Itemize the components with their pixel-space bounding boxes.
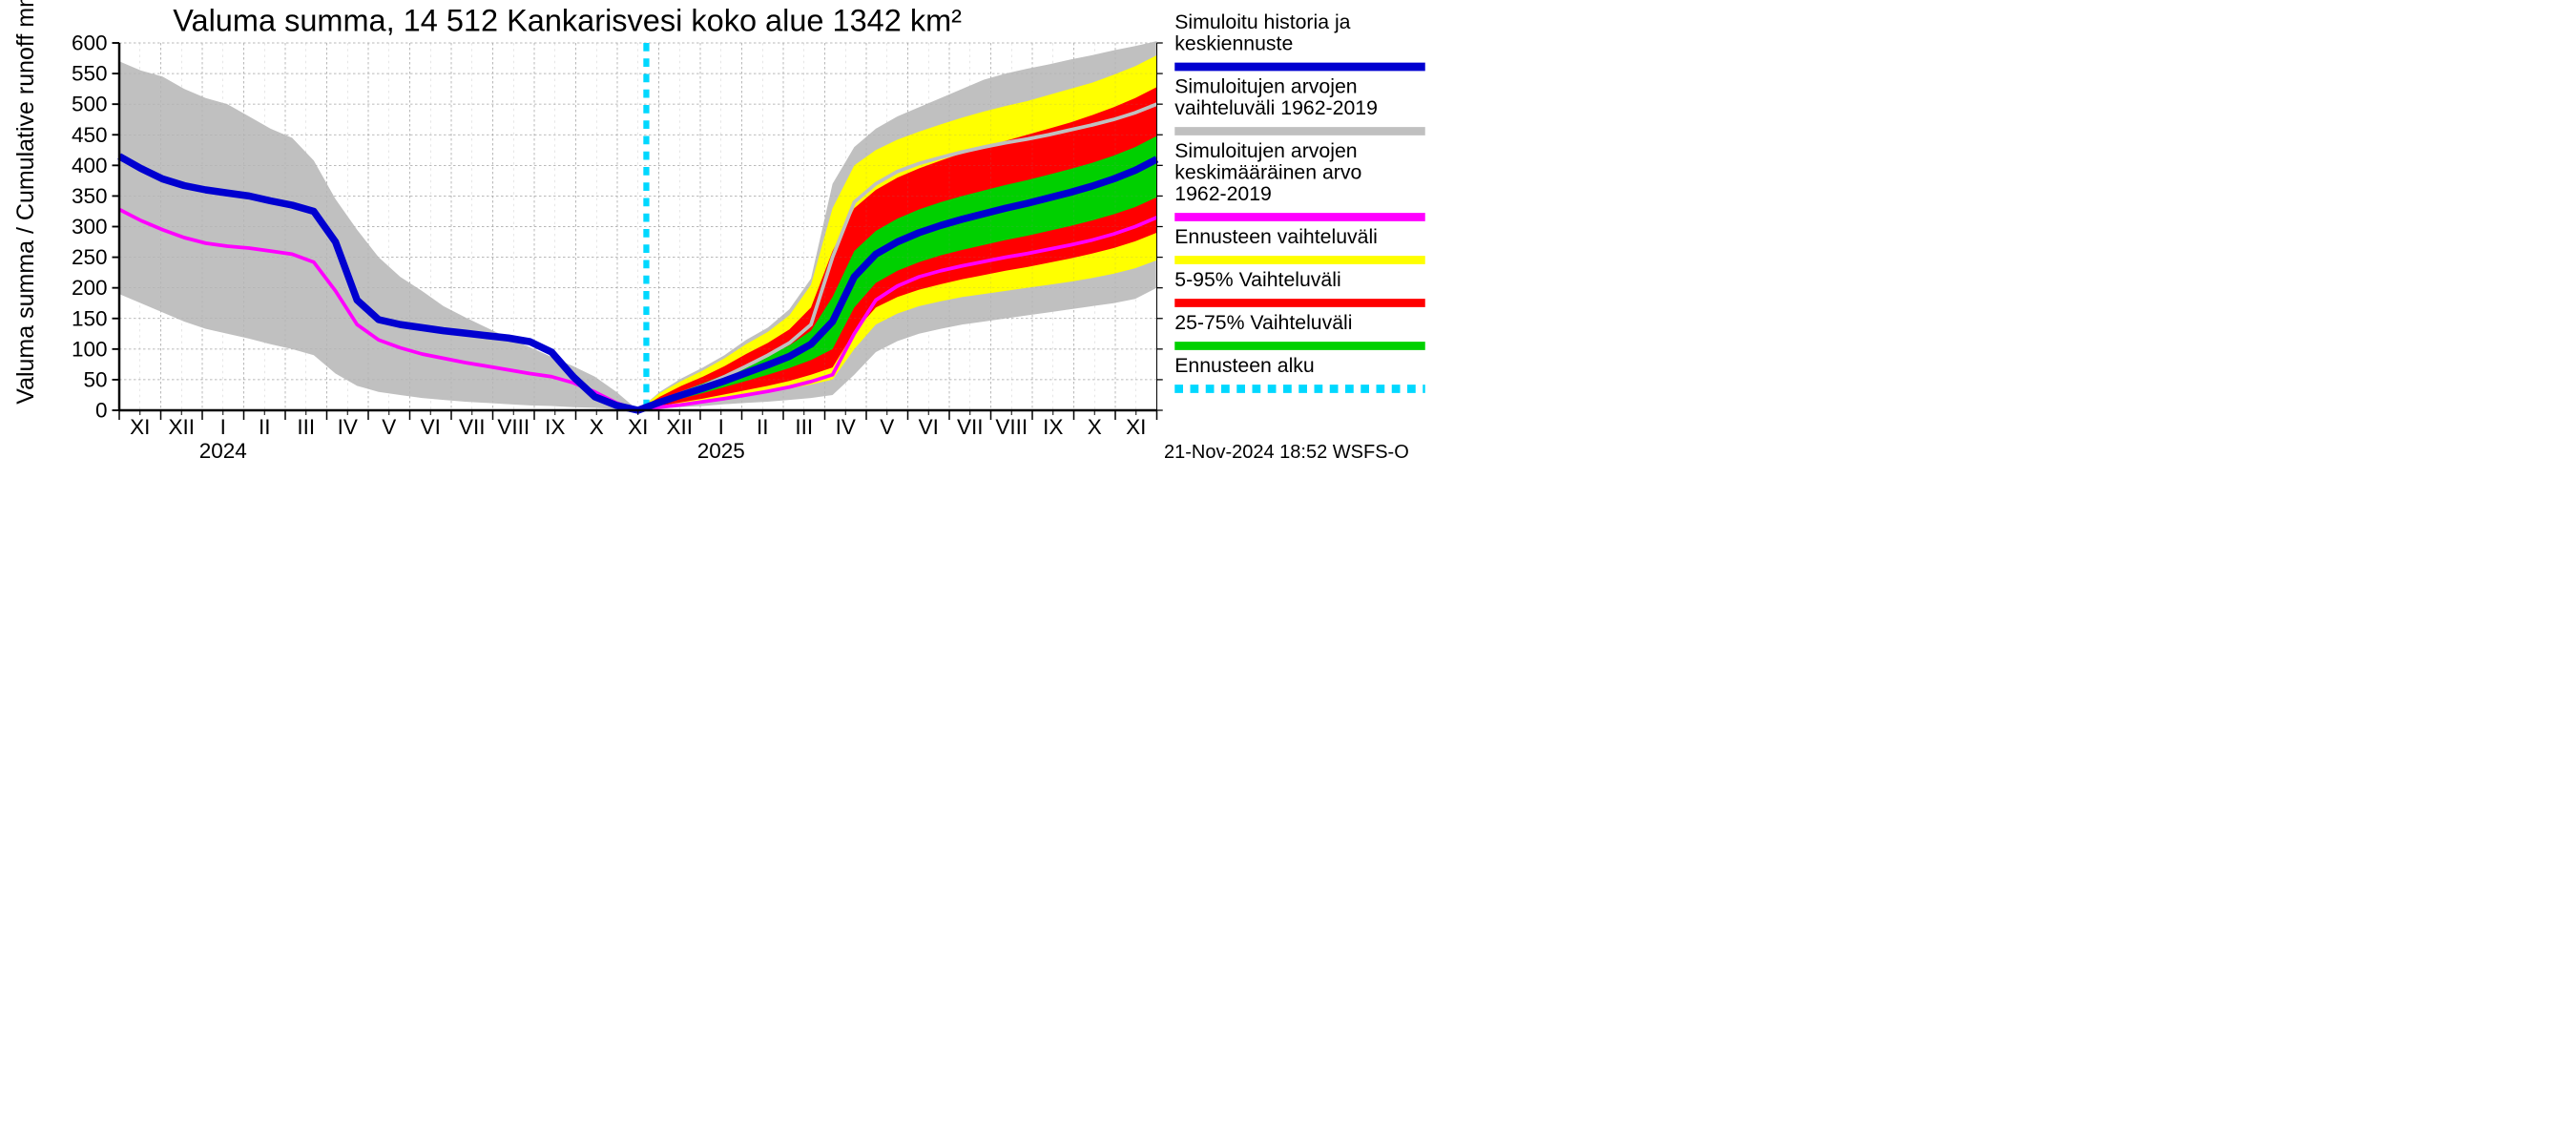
y-tick-label: 600 [72,31,108,55]
legend-label: Simuloitujen arvojen [1174,139,1357,162]
legend-label: keskimääräinen arvo [1174,161,1361,184]
x-month-label: XII [168,415,195,439]
y-tick-label: 350 [72,184,108,208]
y-tick-label: 400 [72,154,108,177]
x-month-label: VII [459,415,486,439]
x-month-label: I [718,415,724,439]
y-tick-label: 100 [72,337,108,361]
y-tick-label: 0 [95,399,108,423]
x-month-label: X [1088,415,1102,439]
y-tick-label: 450 [72,123,108,147]
x-month-label: XI [628,415,648,439]
x-month-label: I [220,415,226,439]
legend-label: vaihteluväli 1962-2019 [1174,96,1378,119]
y-axis-label: Valuma summa / Cumulative runoff mm [12,0,39,405]
legend-label: Ennusteen vaihteluväli [1174,225,1378,248]
legend-label: Ennusteen alku [1174,354,1315,377]
y-tick-label: 300 [72,215,108,239]
x-month-label: III [297,415,315,439]
footer-timestamp: 21-Nov-2024 18:52 WSFS-O [1164,442,1409,463]
legend-label: 25-75% Vaihteluväli [1174,311,1352,334]
chart-title: Valuma summa, 14 512 Kankarisvesi koko a… [173,4,962,38]
x-month-label: V [880,415,894,439]
y-tick-label: 50 [83,367,107,391]
x-year-label: 2024 [199,439,247,463]
x-month-label: XII [666,415,693,439]
y-tick-label: 500 [72,93,108,116]
x-month-label: V [382,415,396,439]
cumulative-runoff-chart: 050100150200250300350400450500550600XIXI… [0,0,1431,636]
legend-label: Simuloitu historia ja [1174,10,1350,33]
x-month-label: VIII [497,415,530,439]
x-month-label: VI [421,415,441,439]
x-month-label: X [590,415,604,439]
y-tick-label: 150 [72,306,108,330]
x-month-label: IX [545,415,565,439]
y-tick-label: 550 [72,62,108,86]
x-month-label: VI [919,415,939,439]
y-tick-label: 250 [72,245,108,269]
legend-label: Simuloitujen arvojen [1174,75,1357,98]
x-month-label: VII [957,415,984,439]
x-month-label: VIII [995,415,1028,439]
x-month-label: II [757,415,769,439]
x-month-label: IX [1043,415,1063,439]
x-month-label: II [259,415,271,439]
x-month-label: XI [130,415,150,439]
x-month-label: III [795,415,813,439]
x-year-label: 2025 [697,439,745,463]
y-tick-label: 200 [72,276,108,300]
legend-label: 1962-2019 [1174,182,1272,205]
x-month-label: IV [836,415,856,439]
legend-label: 5-95% Vaihteluväli [1174,268,1340,291]
x-month-label: XI [1126,415,1146,439]
x-month-label: IV [338,415,358,439]
legend-label: keskiennuste [1174,32,1293,55]
